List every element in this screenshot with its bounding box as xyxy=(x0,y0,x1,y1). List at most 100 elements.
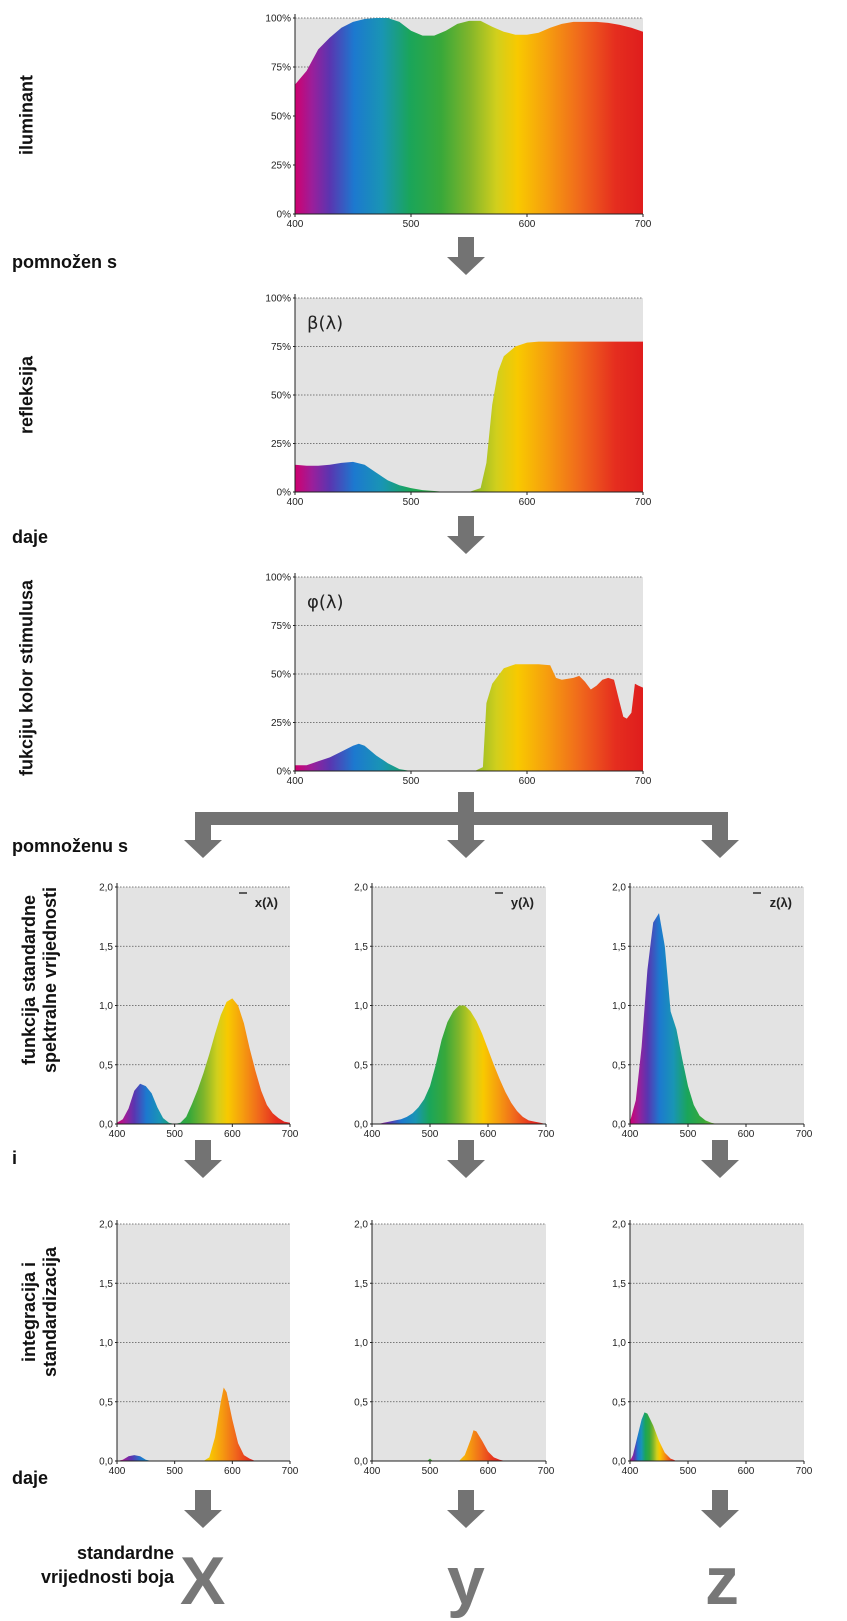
result-y: y xyxy=(447,1543,485,1619)
series-area-ybar xyxy=(372,1005,546,1124)
y-tick-label: 2,0 xyxy=(354,1220,368,1231)
series-area-xbar xyxy=(117,998,290,1124)
function-label: z(λ) xyxy=(770,895,792,910)
y-tick-label: 0% xyxy=(277,488,292,499)
x-tick-label: 600 xyxy=(224,1129,241,1140)
y-tick-label: 0,5 xyxy=(612,1060,626,1071)
chart-xbar: 0,0 0,5 1,0 1,5 2,0 400 500 600 700 x(λ) xyxy=(99,883,299,1141)
label-illuminant: iluminant xyxy=(16,75,37,155)
label-and: i xyxy=(12,1148,18,1168)
label-gives-1: daje xyxy=(12,527,49,547)
label-gives-2: daje xyxy=(12,1468,49,1488)
series-area-zbar xyxy=(630,913,804,1124)
y-tick-label: 0,0 xyxy=(99,1120,113,1131)
y-tick-label: 50% xyxy=(271,112,291,123)
y-tick-label: 1,5 xyxy=(99,942,113,953)
x-tick-label: 400 xyxy=(287,776,304,787)
x-tick-label: 600 xyxy=(224,1466,241,1477)
y-tick-label: 1,0 xyxy=(612,1001,626,1012)
down-arrow xyxy=(184,812,222,858)
y-tick-label: 1,0 xyxy=(354,1001,368,1012)
y-tick-label: 0% xyxy=(277,767,292,778)
y-tick-label: 100% xyxy=(265,14,291,25)
y-tick-label: 1,5 xyxy=(354,1279,368,1290)
x-tick-label: 600 xyxy=(519,776,536,787)
down-arrow xyxy=(701,1490,739,1528)
y-tick-label: 1,0 xyxy=(612,1338,626,1349)
x-tick-label: 400 xyxy=(109,1466,126,1477)
y-tick-label: 1,0 xyxy=(354,1338,368,1349)
y-tick-label: 0,0 xyxy=(612,1457,626,1468)
x-tick-label: 500 xyxy=(680,1129,697,1140)
function-label: β(λ) xyxy=(307,313,343,334)
y-tick-label: 0,0 xyxy=(612,1120,626,1131)
label-standard-spectral: funkcija standardne spektralne vrijednost… xyxy=(19,886,60,1074)
chart-stimulus: 0% 25% 50% 75% 100% 400 500 600 700 φ(λ) xyxy=(265,573,651,788)
label-tristimulus-values: standardne vrijednosti boja xyxy=(40,1543,174,1587)
x-tick-label: 500 xyxy=(403,497,420,508)
y-tick-label: 75% xyxy=(271,621,291,632)
label-integration: integracija i standardizacija xyxy=(19,1246,60,1378)
y-tick-label: 2,0 xyxy=(99,1220,113,1231)
y-tick-label: 1,0 xyxy=(99,1338,113,1349)
x-tick-label: 600 xyxy=(738,1129,755,1140)
x-tick-label: 600 xyxy=(480,1129,497,1140)
y-tick-label: 1,5 xyxy=(612,942,626,953)
chart-reflection: 0% 25% 50% 75% 100% 400 500 600 700 β(λ) xyxy=(265,294,651,509)
function-label: y(λ) xyxy=(511,895,534,910)
y-tick-label: 0,0 xyxy=(99,1457,113,1468)
label-reflection: refleksija xyxy=(16,355,37,435)
y-tick-label: 25% xyxy=(271,439,291,450)
series-area-stimulus xyxy=(295,664,643,771)
function-label: x(λ) xyxy=(255,895,278,910)
chart-illuminant: 0% 25% 50% 75% 100% 400 500 600 700 xyxy=(265,14,651,231)
down-arrow xyxy=(701,812,739,858)
result-x: X xyxy=(180,1543,226,1619)
x-tick-label: 400 xyxy=(622,1129,639,1140)
y-tick-label: 2,0 xyxy=(612,883,626,894)
y-tick-label: 25% xyxy=(271,718,291,729)
x-tick-label: 600 xyxy=(738,1466,755,1477)
down-arrow xyxy=(447,237,485,275)
y-tick-label: 25% xyxy=(271,161,291,172)
y-tick-label: 1,0 xyxy=(99,1001,113,1012)
x-tick-label: 700 xyxy=(635,776,652,787)
y-tick-label: 2,0 xyxy=(354,883,368,894)
branch-bar xyxy=(196,812,728,825)
series-area-Zint xyxy=(630,1412,677,1461)
x-tick-label: 400 xyxy=(364,1129,381,1140)
y-tick-label: 2,0 xyxy=(612,1220,626,1231)
y-tick-label: 1,5 xyxy=(612,1279,626,1290)
x-tick-label: 400 xyxy=(287,497,304,508)
down-arrow xyxy=(184,1490,222,1528)
y-tick-label: 0,0 xyxy=(354,1457,368,1468)
x-tick-label: 700 xyxy=(635,219,652,230)
y-tick-label: 0,5 xyxy=(354,1060,368,1071)
y-tick-label: 75% xyxy=(271,63,291,74)
down-arrow xyxy=(447,516,485,554)
y-tick-label: 0,5 xyxy=(99,1060,113,1071)
x-tick-label: 700 xyxy=(538,1129,555,1140)
x-tick-label: 500 xyxy=(166,1466,183,1477)
x-tick-label: 500 xyxy=(403,776,420,787)
x-tick-label: 400 xyxy=(364,1466,381,1477)
y-tick-label: 0,5 xyxy=(99,1397,113,1408)
y-tick-label: 2,0 xyxy=(99,883,113,894)
chart-zbar: 0,0 0,5 1,0 1,5 2,0 400 500 600 700 z(λ) xyxy=(612,883,813,1141)
series-area-Yint xyxy=(372,1430,506,1461)
x-tick-label: 500 xyxy=(166,1129,183,1140)
result-z: z xyxy=(705,1543,739,1619)
y-tick-label: 0,5 xyxy=(354,1397,368,1408)
x-tick-label: 600 xyxy=(480,1466,497,1477)
y-tick-label: 0,0 xyxy=(354,1120,368,1131)
down-arrow xyxy=(447,1140,485,1178)
label-multiplied-by-2: pomnoženu s xyxy=(12,836,128,856)
down-arrow xyxy=(184,1140,222,1178)
x-tick-label: 500 xyxy=(403,219,420,230)
series-area-reflection xyxy=(295,341,643,492)
x-tick-label: 700 xyxy=(282,1129,299,1140)
function-label: φ(λ) xyxy=(307,592,344,613)
x-tick-label: 700 xyxy=(796,1466,813,1477)
